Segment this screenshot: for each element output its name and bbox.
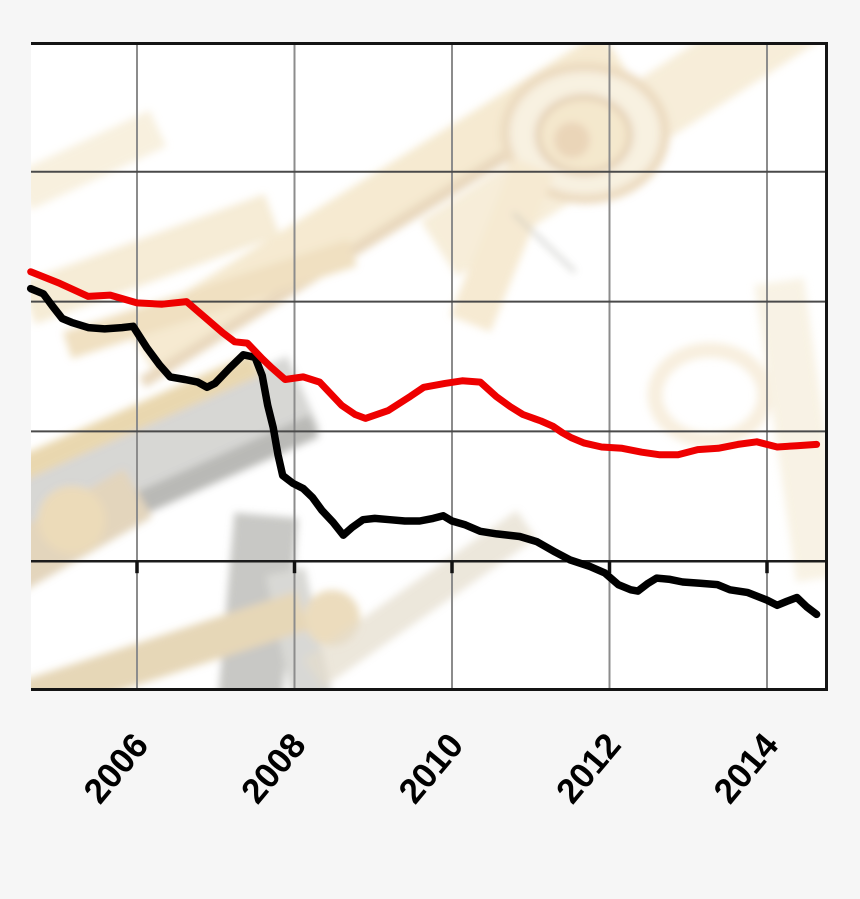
- series-black-line: [26, 284, 821, 619]
- data-series: [26, 268, 821, 619]
- lower-brass-band-shape: [31, 591, 309, 691]
- lower-strut-shape: [303, 510, 537, 688]
- mount-arm-shape: [31, 110, 167, 210]
- focus-wheel-hub-shape: [554, 122, 590, 158]
- brass-knob-shape: [38, 486, 106, 554]
- series-red-line: [27, 268, 821, 459]
- right-edge-glow-shape: [754, 277, 828, 583]
- brass-ring-shape: [647, 342, 773, 448]
- background-photo: [31, 42, 828, 691]
- pointer-wire-shape: [512, 212, 576, 273]
- eyepiece-arm-shape: [449, 157, 555, 333]
- x-axis-line-and-ticks: [31, 559, 826, 574]
- brass-band-shape: [31, 352, 262, 506]
- telescope-tube-edge-shape: [139, 80, 621, 388]
- chart-frame: [31, 42, 828, 691]
- vertical-gridlines: [136, 42, 768, 691]
